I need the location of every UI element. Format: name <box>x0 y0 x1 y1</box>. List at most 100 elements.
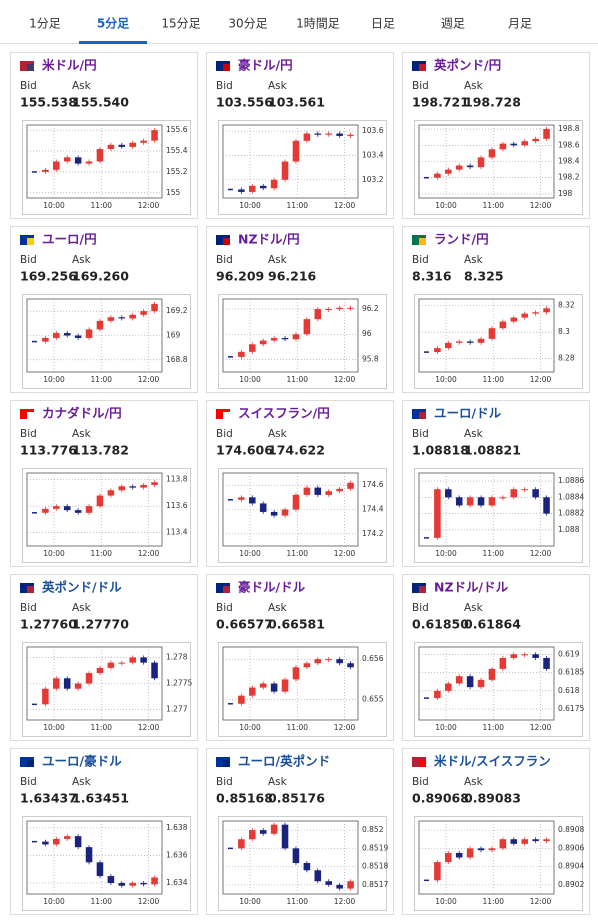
y-tick-label: 198.2 <box>558 173 580 182</box>
pair-name: 英ポンド/ドル <box>42 580 122 595</box>
candle <box>74 836 82 848</box>
x-tick-label: 11:00 <box>90 549 112 558</box>
tab[interactable]: 5分足 <box>97 16 129 31</box>
pair-name: NZドル/ドル <box>434 580 509 595</box>
chart-frame <box>218 642 387 737</box>
candle <box>314 870 322 882</box>
y-tick-label: 0.618 <box>558 686 580 695</box>
x-tick-label: 11:00 <box>286 897 308 906</box>
candle <box>96 320 104 330</box>
candle <box>107 317 115 321</box>
y-tick-label: 8.32 <box>558 301 575 310</box>
candle <box>532 312 539 314</box>
plot-area <box>26 820 163 895</box>
tab[interactable]: 30分足 <box>228 17 267 31</box>
candle <box>314 487 322 495</box>
x-tick-label: 10:00 <box>239 375 261 384</box>
candle <box>42 508 49 513</box>
candle <box>543 657 550 669</box>
x-tick-label: 12:00 <box>530 549 552 558</box>
candle <box>107 144 115 149</box>
candle <box>118 144 126 147</box>
bid-value: 1.63437 <box>20 791 77 806</box>
ask-label: Ask <box>464 602 484 614</box>
ask-value: 198.728 <box>464 95 521 110</box>
y-tick-label: 169 <box>166 331 181 340</box>
pair-name: 豪ドル/ドル <box>238 580 306 595</box>
candle <box>314 133 322 135</box>
tab[interactable]: 月足 <box>508 17 532 31</box>
candle <box>477 848 485 851</box>
candle <box>270 179 278 189</box>
bid-label: Bid <box>216 602 233 614</box>
bid-value: 198.721 <box>412 95 469 110</box>
bid-label: Bid <box>412 776 429 788</box>
candle <box>42 169 49 172</box>
bid-label: Bid <box>20 254 37 266</box>
candle <box>336 884 343 889</box>
x-tick-label: 11:00 <box>286 549 308 558</box>
candle <box>466 165 474 168</box>
candle <box>238 351 245 357</box>
flag <box>27 412 34 419</box>
tab[interactable]: 15分足 <box>161 17 200 31</box>
x-tick-label: 10:00 <box>43 549 65 558</box>
candle <box>445 489 452 498</box>
chart-frame <box>218 816 387 911</box>
tab[interactable]: 週足 <box>441 17 465 31</box>
candle <box>521 839 528 844</box>
x-tick-label: 12:00 <box>138 549 160 558</box>
candle <box>434 489 441 538</box>
plot-area <box>222 646 359 721</box>
plot-area <box>222 124 359 199</box>
candle <box>249 344 256 352</box>
candle <box>63 836 71 839</box>
candle <box>455 497 463 506</box>
candle <box>129 142 136 147</box>
candle <box>336 133 343 136</box>
tab[interactable]: 1時間足 <box>296 17 340 31</box>
y-tick-label: 95.8 <box>362 354 379 363</box>
candle <box>303 133 311 141</box>
candle <box>129 486 136 488</box>
tab[interactable]: 1分足 <box>29 17 61 31</box>
candle <box>53 506 60 509</box>
ask-value: 1.63451 <box>72 791 129 806</box>
x-tick-label: 11:00 <box>482 201 504 210</box>
chart-frame <box>22 816 191 911</box>
tab[interactable]: 日足 <box>371 17 395 31</box>
pair-name: 豪ドル/円 <box>238 58 293 73</box>
candle <box>151 482 158 485</box>
pair-name: NZドル/円 <box>238 232 300 247</box>
candle <box>532 839 539 842</box>
candle <box>347 663 354 668</box>
candle <box>347 482 354 489</box>
bid-value: 103.556 <box>216 95 273 110</box>
x-tick-label: 12:00 <box>138 201 160 210</box>
candle <box>85 673 93 684</box>
candle <box>303 663 311 668</box>
candle <box>434 862 441 881</box>
y-tick-label: 155.2 <box>166 167 188 176</box>
candle <box>521 141 528 146</box>
flag <box>419 64 426 71</box>
flag <box>27 238 34 245</box>
flag <box>27 760 34 767</box>
pair-name: スイスフラン/円 <box>238 406 330 421</box>
candle <box>107 662 115 668</box>
candle <box>238 189 245 192</box>
candle <box>336 659 343 664</box>
flag <box>419 760 426 767</box>
x-tick-label: 10:00 <box>239 549 261 558</box>
y-tick-label: 1.636 <box>166 850 188 859</box>
candle <box>53 161 60 170</box>
candle <box>74 335 82 338</box>
candle <box>521 654 528 656</box>
candle <box>118 882 126 886</box>
pair-name: 米ドル/スイスフラン <box>433 754 551 769</box>
y-tick-label: 1.638 <box>166 823 188 832</box>
candle <box>466 848 474 858</box>
flag <box>223 64 230 71</box>
candle <box>325 659 332 661</box>
